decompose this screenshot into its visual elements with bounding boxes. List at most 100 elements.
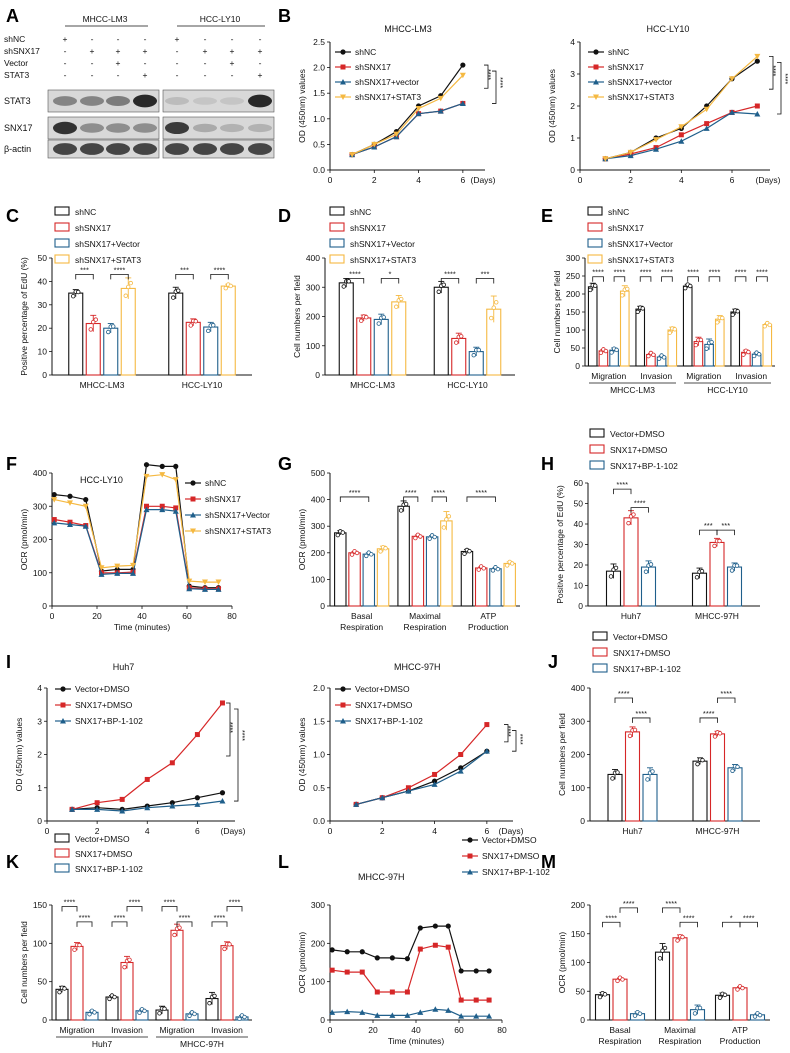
data-point xyxy=(484,722,490,728)
sig-bracket xyxy=(717,697,736,703)
chart-title: Huh7 xyxy=(113,662,135,672)
data-dot xyxy=(735,987,740,992)
bar xyxy=(168,292,184,376)
data-point xyxy=(467,869,473,875)
western-blot-panel: MHCC-LM3 HCC-LY10 shNC + - - - + - - - shSNX17 - + + + -… xyxy=(4,14,275,159)
sig-bracket xyxy=(708,276,721,282)
data-point xyxy=(486,997,492,1003)
y-tick-label: 100 xyxy=(311,574,325,584)
x-tick-label: 2 xyxy=(628,175,633,185)
data-dot xyxy=(662,945,668,951)
sig-label: **** xyxy=(516,734,523,745)
sig-bracket xyxy=(699,529,718,536)
blot-condition-mark: - xyxy=(64,58,67,68)
y-tick-label: 2 xyxy=(37,750,42,760)
series-line xyxy=(332,1008,490,1017)
blot-condition-label: shNC xyxy=(4,34,25,44)
y-tick-label: 200 xyxy=(571,900,585,910)
data-dot xyxy=(709,339,714,345)
data-point xyxy=(389,1012,396,1018)
blot-band xyxy=(248,94,272,108)
data-dot xyxy=(491,305,496,310)
data-point xyxy=(119,808,126,814)
blot-condition-mark: - xyxy=(64,46,67,56)
data-dot xyxy=(704,346,709,351)
data-dot xyxy=(672,327,677,332)
bar xyxy=(203,326,219,376)
sig-bracket xyxy=(211,921,228,927)
y-tick-label: 1.5 xyxy=(313,716,325,726)
category-label: Respiration xyxy=(659,1036,702,1046)
legend-label: Vector+DMSO xyxy=(75,684,130,694)
data-dot xyxy=(767,322,772,328)
blot-band xyxy=(248,123,272,133)
sig-label: **** xyxy=(614,268,626,277)
data-point xyxy=(754,103,760,109)
data-point xyxy=(754,111,761,117)
sig-label: **** xyxy=(605,913,617,922)
blot-band xyxy=(53,121,77,135)
bar xyxy=(220,285,236,376)
series-line xyxy=(332,944,490,1001)
y-tick-label: 1.0 xyxy=(313,750,325,760)
bar xyxy=(348,552,361,607)
legend-label: Vector+DMSO xyxy=(355,684,410,694)
legend-label: shSNX17+vector xyxy=(355,77,419,87)
legend-label: SNX17+DMSO xyxy=(75,849,133,859)
data-dot xyxy=(399,296,404,302)
data-dot xyxy=(693,342,699,348)
blot-condition-mark: - xyxy=(117,34,120,44)
x-tick-label: 6 xyxy=(195,826,200,836)
data-dot xyxy=(122,964,127,970)
blot-band xyxy=(193,97,217,105)
legend-label: shNC xyxy=(75,207,96,217)
data-dot xyxy=(128,280,133,286)
data-dot xyxy=(471,353,476,358)
bar xyxy=(425,536,439,607)
sig-bracket xyxy=(769,56,774,90)
y-tick-label: 1 xyxy=(570,133,575,143)
sig-bracket xyxy=(380,278,400,284)
sig-label: **** xyxy=(64,898,76,907)
data-dot xyxy=(228,283,233,289)
sig-label: **** xyxy=(665,899,677,908)
y-axis-label: Cell numbers per field xyxy=(19,921,29,1004)
blot-band xyxy=(133,94,157,108)
y-tick-label: 3 xyxy=(570,69,575,79)
y-axis-label: Positive percentage of EdU (%) xyxy=(555,485,565,604)
data-point xyxy=(437,108,444,114)
data-dot xyxy=(467,548,472,554)
bar xyxy=(105,996,119,1021)
data-dot xyxy=(730,768,735,773)
y-tick-label: 0 xyxy=(315,370,320,380)
category-label: Migration xyxy=(160,1025,195,1035)
legend-label: Vector+DMSO xyxy=(75,834,130,844)
y-tick-label: 150 xyxy=(33,900,47,910)
data-dot xyxy=(418,534,423,539)
legend-label: shSNX17 xyxy=(608,62,644,72)
bar xyxy=(376,548,390,607)
blot-band xyxy=(53,96,77,106)
sig-label: **** xyxy=(623,899,635,908)
data-dot xyxy=(206,328,211,334)
legend-label: shNC xyxy=(205,478,226,488)
y-tick-label: 20 xyxy=(38,323,48,333)
data-point xyxy=(194,732,200,738)
panel-letter-g: G xyxy=(278,454,292,474)
data-point xyxy=(340,686,346,692)
data-dot xyxy=(111,324,116,329)
blot-condition-mark: + xyxy=(143,70,148,80)
sig-bracket xyxy=(175,273,194,280)
y-tick-label: 200 xyxy=(311,938,325,948)
data-point xyxy=(143,473,150,480)
data-point xyxy=(67,493,73,499)
sig-bracket xyxy=(76,921,93,927)
data-dot xyxy=(717,538,722,544)
sig-label: **** xyxy=(475,488,487,497)
data-dot xyxy=(403,501,409,507)
x-tick-label: 6 xyxy=(484,826,489,836)
legend-label: SNX17+DMSO xyxy=(75,700,133,710)
data-dot xyxy=(489,315,494,321)
x-tick-label: 6 xyxy=(730,175,735,185)
data-dot xyxy=(717,731,723,736)
